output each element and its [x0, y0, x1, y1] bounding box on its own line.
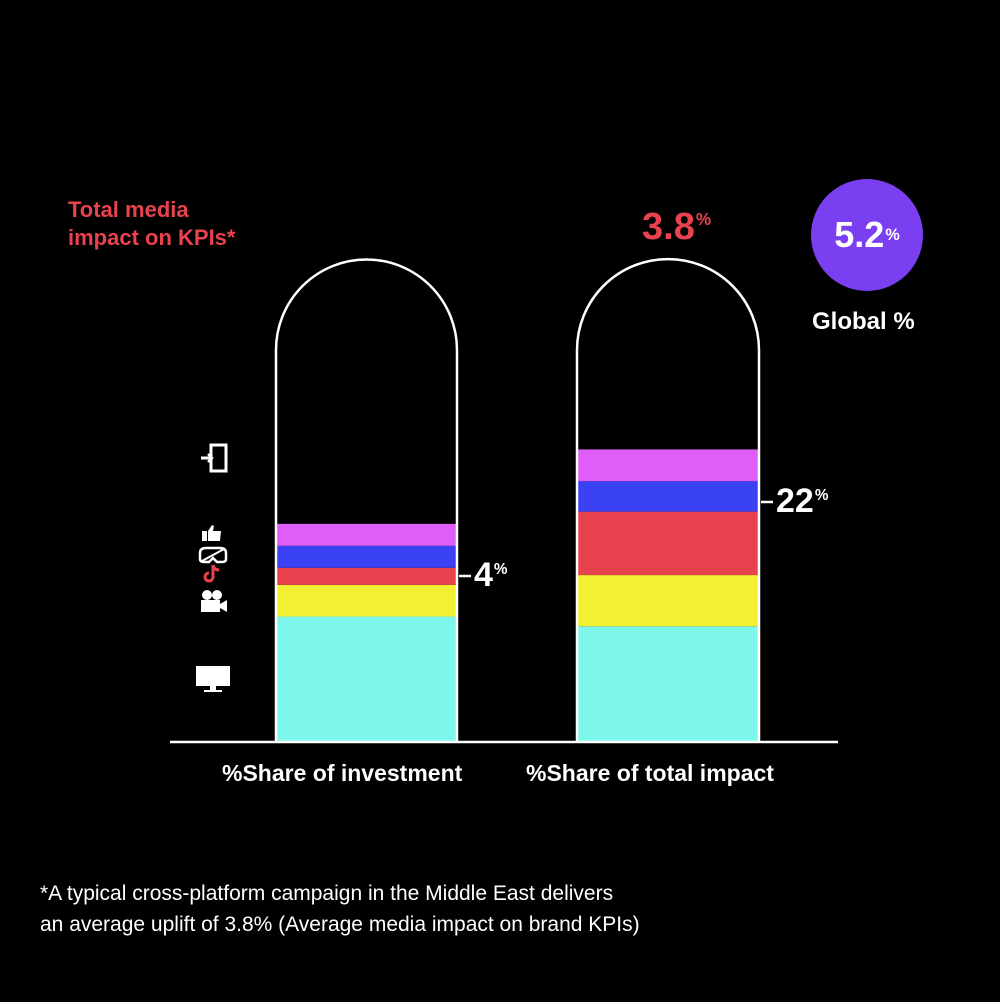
bar-1-total-label: 4% [474, 556, 508, 595]
thumbs-up-icon [202, 525, 221, 541]
footnote-line-1: *A typical cross-platform campaign in th… [40, 882, 614, 905]
footnote: *A typical cross-platform campaign in th… [40, 878, 640, 940]
bar-1-segment-tv [276, 616, 457, 741]
x-tick-label-investment: %Share of investment [222, 760, 463, 786]
chart-title-line-1: Total media [68, 197, 189, 222]
bar-2-total-label: 22% [776, 482, 828, 521]
average-uplift-callout: 3.8% [642, 206, 711, 249]
bar-1-total-value: 4 [474, 556, 493, 594]
bar-1-segment-tiktok [276, 567, 457, 585]
average-uplift-unit: % [695, 210, 712, 230]
bar-2-segment-tiktok [577, 511, 759, 576]
chart-title: Total media impact on KPIs* [68, 196, 235, 252]
bar-2-segment-tv [577, 626, 759, 741]
global-badge: 5.2% [811, 179, 923, 291]
tiktok-icon [203, 564, 220, 583]
bar-1-total-unit: % [493, 560, 508, 578]
vr-headset-icon [198, 546, 228, 564]
tv-icon [196, 666, 230, 692]
bar-2-segment-video-camera [577, 575, 759, 627]
bar-2-total-unit: % [814, 486, 829, 504]
bar-2-segment-thumbs-up [577, 449, 759, 482]
bar-2-total-value: 22 [776, 482, 814, 520]
x-tick-label-impact: %Share of total impact [526, 760, 774, 786]
bar-2-capsule-outline [575, 257, 761, 741]
global-caption: Global % [812, 308, 915, 335]
bar-1-segment-vr-headset [276, 545, 457, 568]
global-value: 5.2 [834, 214, 885, 255]
global-unit: % [885, 225, 900, 244]
video-camera-icon [201, 590, 227, 612]
average-uplift-value: 3.8 [642, 206, 695, 248]
bar-1-capsule-outline [274, 258, 459, 741]
chart-title-line-2: impact on KPIs* [68, 225, 236, 250]
bar-1-segment-thumbs-up [276, 523, 457, 546]
bar-2-segment-vr-headset [577, 481, 759, 512]
bar-1-segment-video-camera [276, 584, 457, 617]
footnote-line-2: an average uplift of 3.8% (Average media… [40, 913, 640, 936]
door-icon [201, 443, 228, 473]
